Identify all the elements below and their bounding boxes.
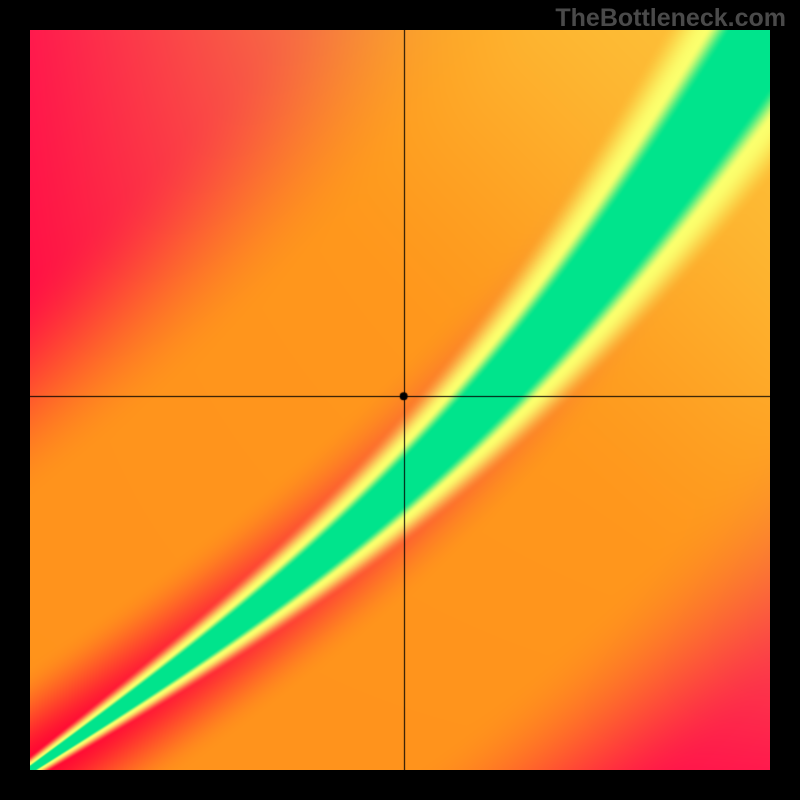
bottleneck-heatmap bbox=[30, 30, 770, 770]
watermark-text: TheBottleneck.com bbox=[555, 4, 786, 33]
chart-container: { "watermark": "TheBottleneck.com", "cha… bbox=[0, 0, 800, 800]
